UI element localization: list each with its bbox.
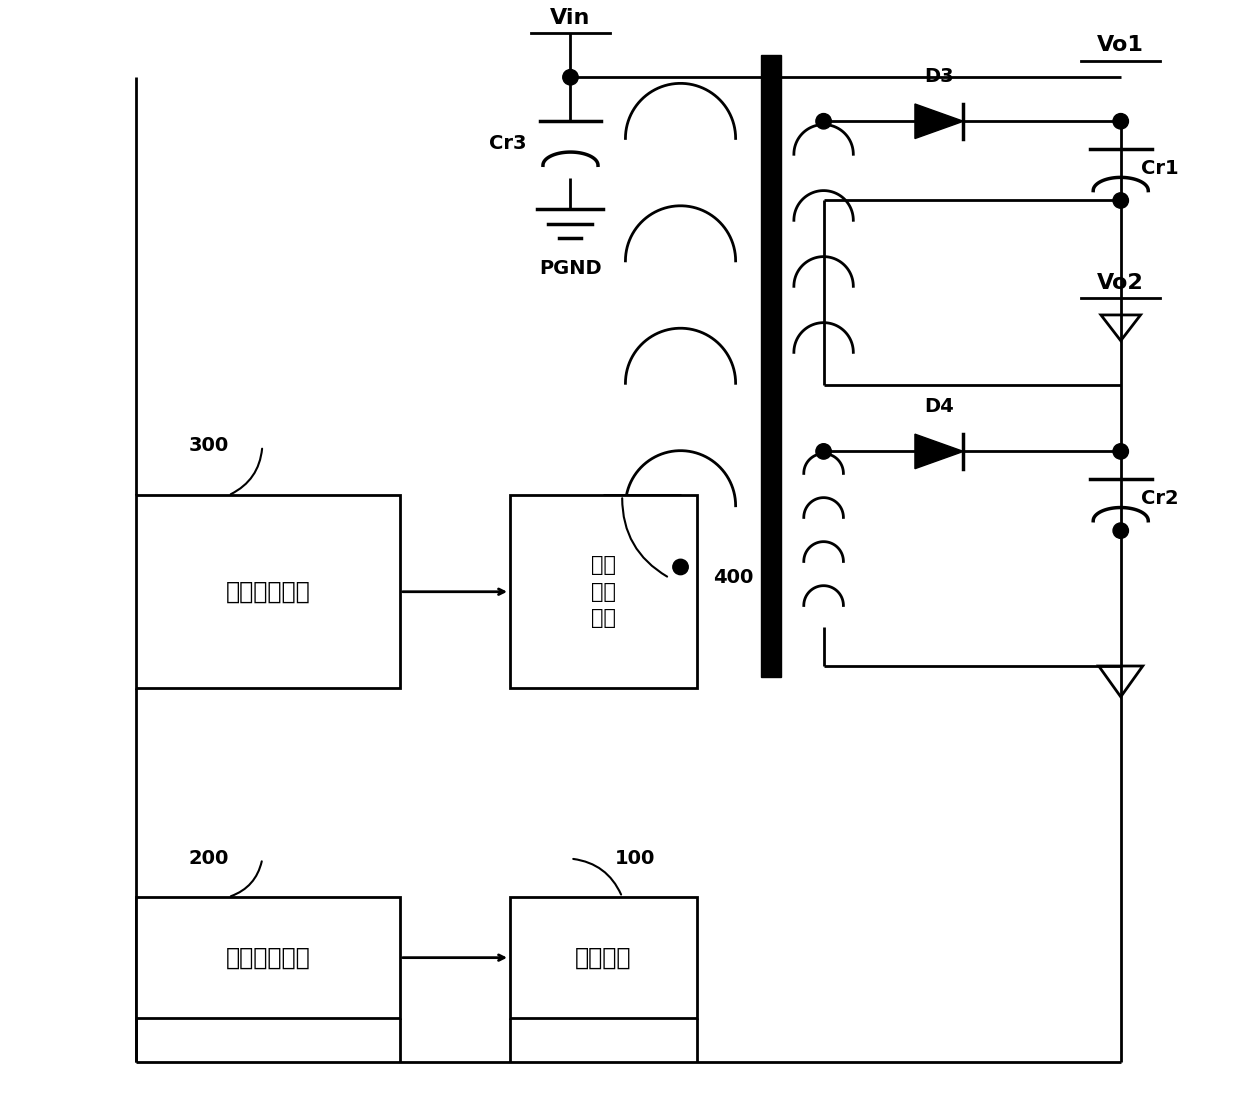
Text: 300: 300 [188,437,229,456]
Circle shape [1114,193,1128,208]
Polygon shape [915,434,963,469]
Circle shape [816,113,831,129]
Circle shape [1114,444,1128,459]
Text: 200: 200 [188,849,229,868]
Bar [135,897,399,1018]
Text: Vin: Vin [551,8,590,28]
Circle shape [673,559,688,574]
Text: 检测模块: 检测模块 [575,946,631,969]
Circle shape [816,444,831,459]
Bar [761,55,781,676]
Text: 电源
开关
模块: 电源 开关 模块 [591,556,616,628]
Circle shape [1114,523,1128,538]
Text: 短路反馈模块: 短路反馈模块 [226,946,310,969]
Circle shape [563,70,578,85]
Text: PGND: PGND [539,258,601,278]
Polygon shape [915,104,963,139]
Text: 400: 400 [713,569,754,588]
Text: Vo2: Vo2 [1097,273,1145,293]
Bar [510,496,697,688]
Bar [510,897,697,1018]
Circle shape [1114,113,1128,129]
Text: Cr2: Cr2 [1141,489,1178,508]
Text: 驱动控制模块: 驱动控制模块 [226,580,310,603]
Text: Vo1: Vo1 [1097,35,1145,55]
Text: Cr1: Cr1 [1141,159,1178,179]
Text: 100: 100 [615,849,655,868]
Text: D3: D3 [924,67,954,87]
Text: Cr3: Cr3 [489,134,527,153]
Bar [135,496,399,688]
Text: D4: D4 [924,397,954,416]
